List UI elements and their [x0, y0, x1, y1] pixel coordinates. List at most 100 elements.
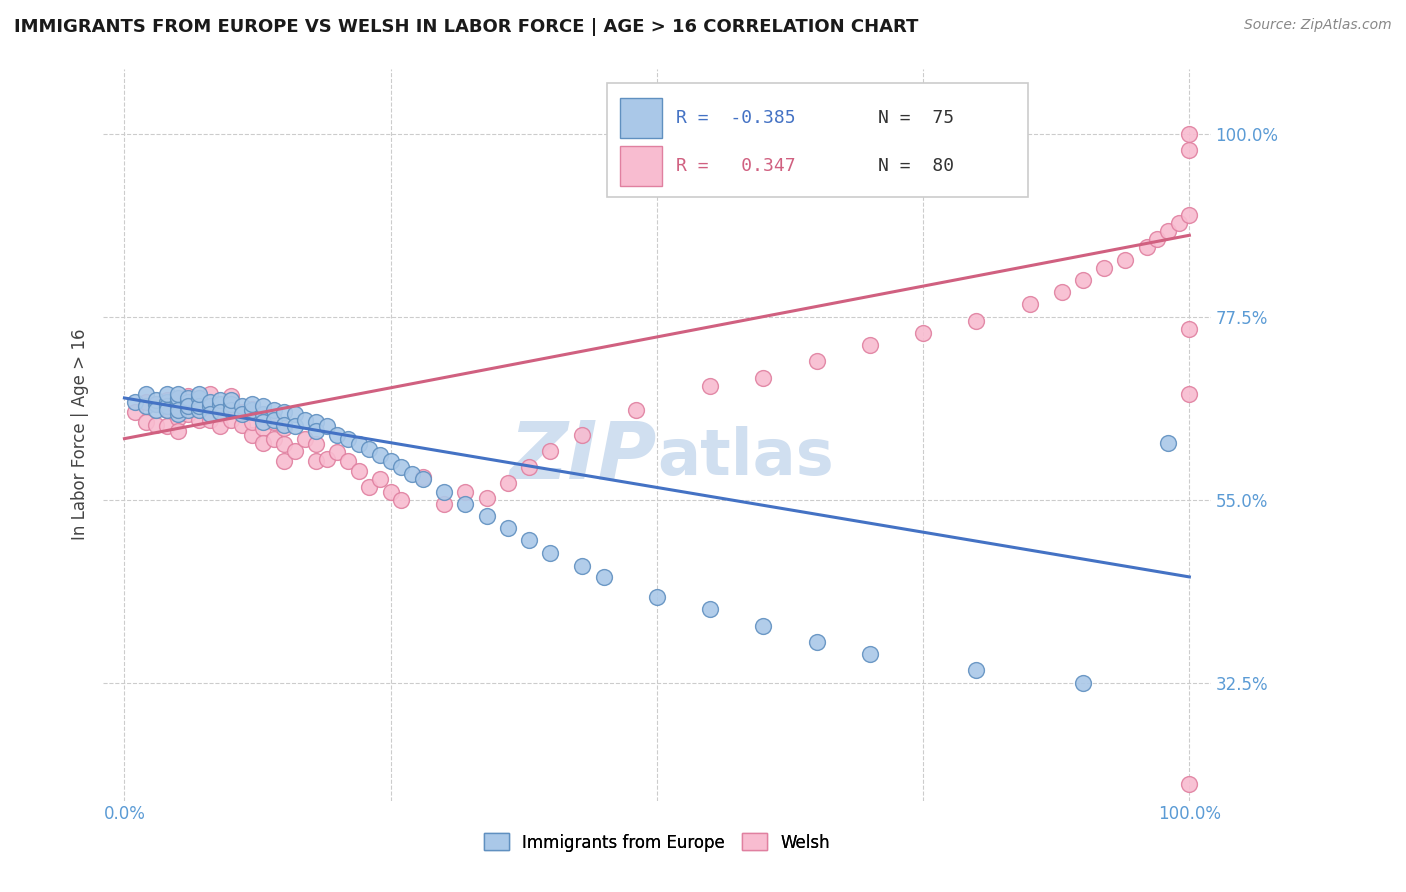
Point [263, 413, 285, 427]
Point [198, 387, 221, 401]
Point [177, 388, 200, 402]
Point [209, 393, 232, 408]
Point [188, 391, 211, 405]
Point [166, 399, 188, 413]
Text: Source: ZipAtlas.com: Source: ZipAtlas.com [1244, 18, 1392, 32]
Point [273, 421, 295, 435]
Point [1178, 777, 1201, 791]
Point [806, 635, 828, 649]
Point [645, 591, 668, 605]
Point [166, 393, 188, 408]
Point [337, 453, 360, 467]
Point [1178, 208, 1201, 222]
Point [252, 421, 274, 435]
Point [188, 399, 211, 413]
Point [177, 397, 200, 411]
Point [380, 453, 402, 467]
Point [912, 326, 935, 340]
Point [177, 399, 200, 413]
Point [209, 419, 232, 434]
Point [294, 413, 316, 427]
Point [209, 397, 232, 411]
Point [156, 399, 179, 413]
Point [231, 417, 253, 432]
Point [198, 407, 221, 421]
Point [517, 533, 540, 548]
Point [337, 432, 360, 446]
Point [1136, 240, 1159, 254]
Point [359, 442, 381, 457]
Point [571, 427, 593, 442]
Point [198, 413, 221, 427]
Point [305, 453, 328, 467]
Point [124, 405, 146, 419]
Point [252, 435, 274, 450]
Point [412, 470, 434, 484]
Point [389, 492, 412, 507]
Point [1050, 285, 1073, 300]
Point [145, 397, 167, 411]
Point [1018, 297, 1040, 311]
Point [166, 403, 188, 417]
Point [1178, 322, 1201, 336]
Point [806, 354, 828, 368]
Point [240, 427, 263, 442]
Point [273, 405, 295, 419]
Point [177, 391, 200, 405]
Text: R =  -0.385: R = -0.385 [676, 110, 796, 128]
Point [273, 417, 295, 432]
FancyBboxPatch shape [620, 145, 662, 186]
Point [198, 399, 221, 413]
Point [145, 403, 167, 417]
Legend: Immigrants from Europe, Welsh: Immigrants from Europe, Welsh [478, 827, 837, 858]
Point [240, 397, 263, 411]
Point [326, 445, 349, 459]
Point [475, 491, 498, 505]
Point [135, 416, 157, 430]
Point [156, 419, 179, 434]
Point [305, 437, 328, 451]
Point [273, 437, 295, 451]
Point [1157, 224, 1180, 238]
Text: ZIP: ZIP [509, 417, 657, 496]
Point [145, 417, 167, 432]
Point [188, 403, 211, 417]
Point [166, 391, 188, 405]
Point [315, 419, 337, 434]
Point [1092, 260, 1115, 275]
Point [1071, 273, 1094, 287]
Point [538, 545, 561, 559]
Point [219, 399, 242, 413]
Point [538, 443, 561, 458]
Point [752, 618, 775, 632]
Point [240, 403, 263, 417]
Point [145, 397, 167, 411]
Point [135, 395, 157, 409]
Point [475, 508, 498, 523]
Point [284, 419, 307, 434]
Point [315, 452, 337, 467]
Point [284, 443, 307, 458]
Point [240, 401, 263, 416]
Point [571, 559, 593, 574]
Point [219, 388, 242, 402]
Point [252, 407, 274, 421]
Point [433, 484, 456, 499]
Point [305, 416, 328, 430]
Point [294, 432, 316, 446]
Point [219, 397, 242, 411]
Point [454, 484, 477, 499]
Point [1071, 675, 1094, 690]
Point [177, 407, 200, 421]
Point [263, 416, 285, 430]
Point [145, 393, 167, 408]
Point [699, 378, 721, 392]
Point [326, 427, 349, 442]
Point [368, 448, 391, 462]
Point [188, 387, 211, 401]
Point [209, 407, 232, 421]
Point [209, 405, 232, 419]
Point [1114, 252, 1136, 267]
Point [347, 437, 370, 451]
Point [965, 314, 987, 328]
